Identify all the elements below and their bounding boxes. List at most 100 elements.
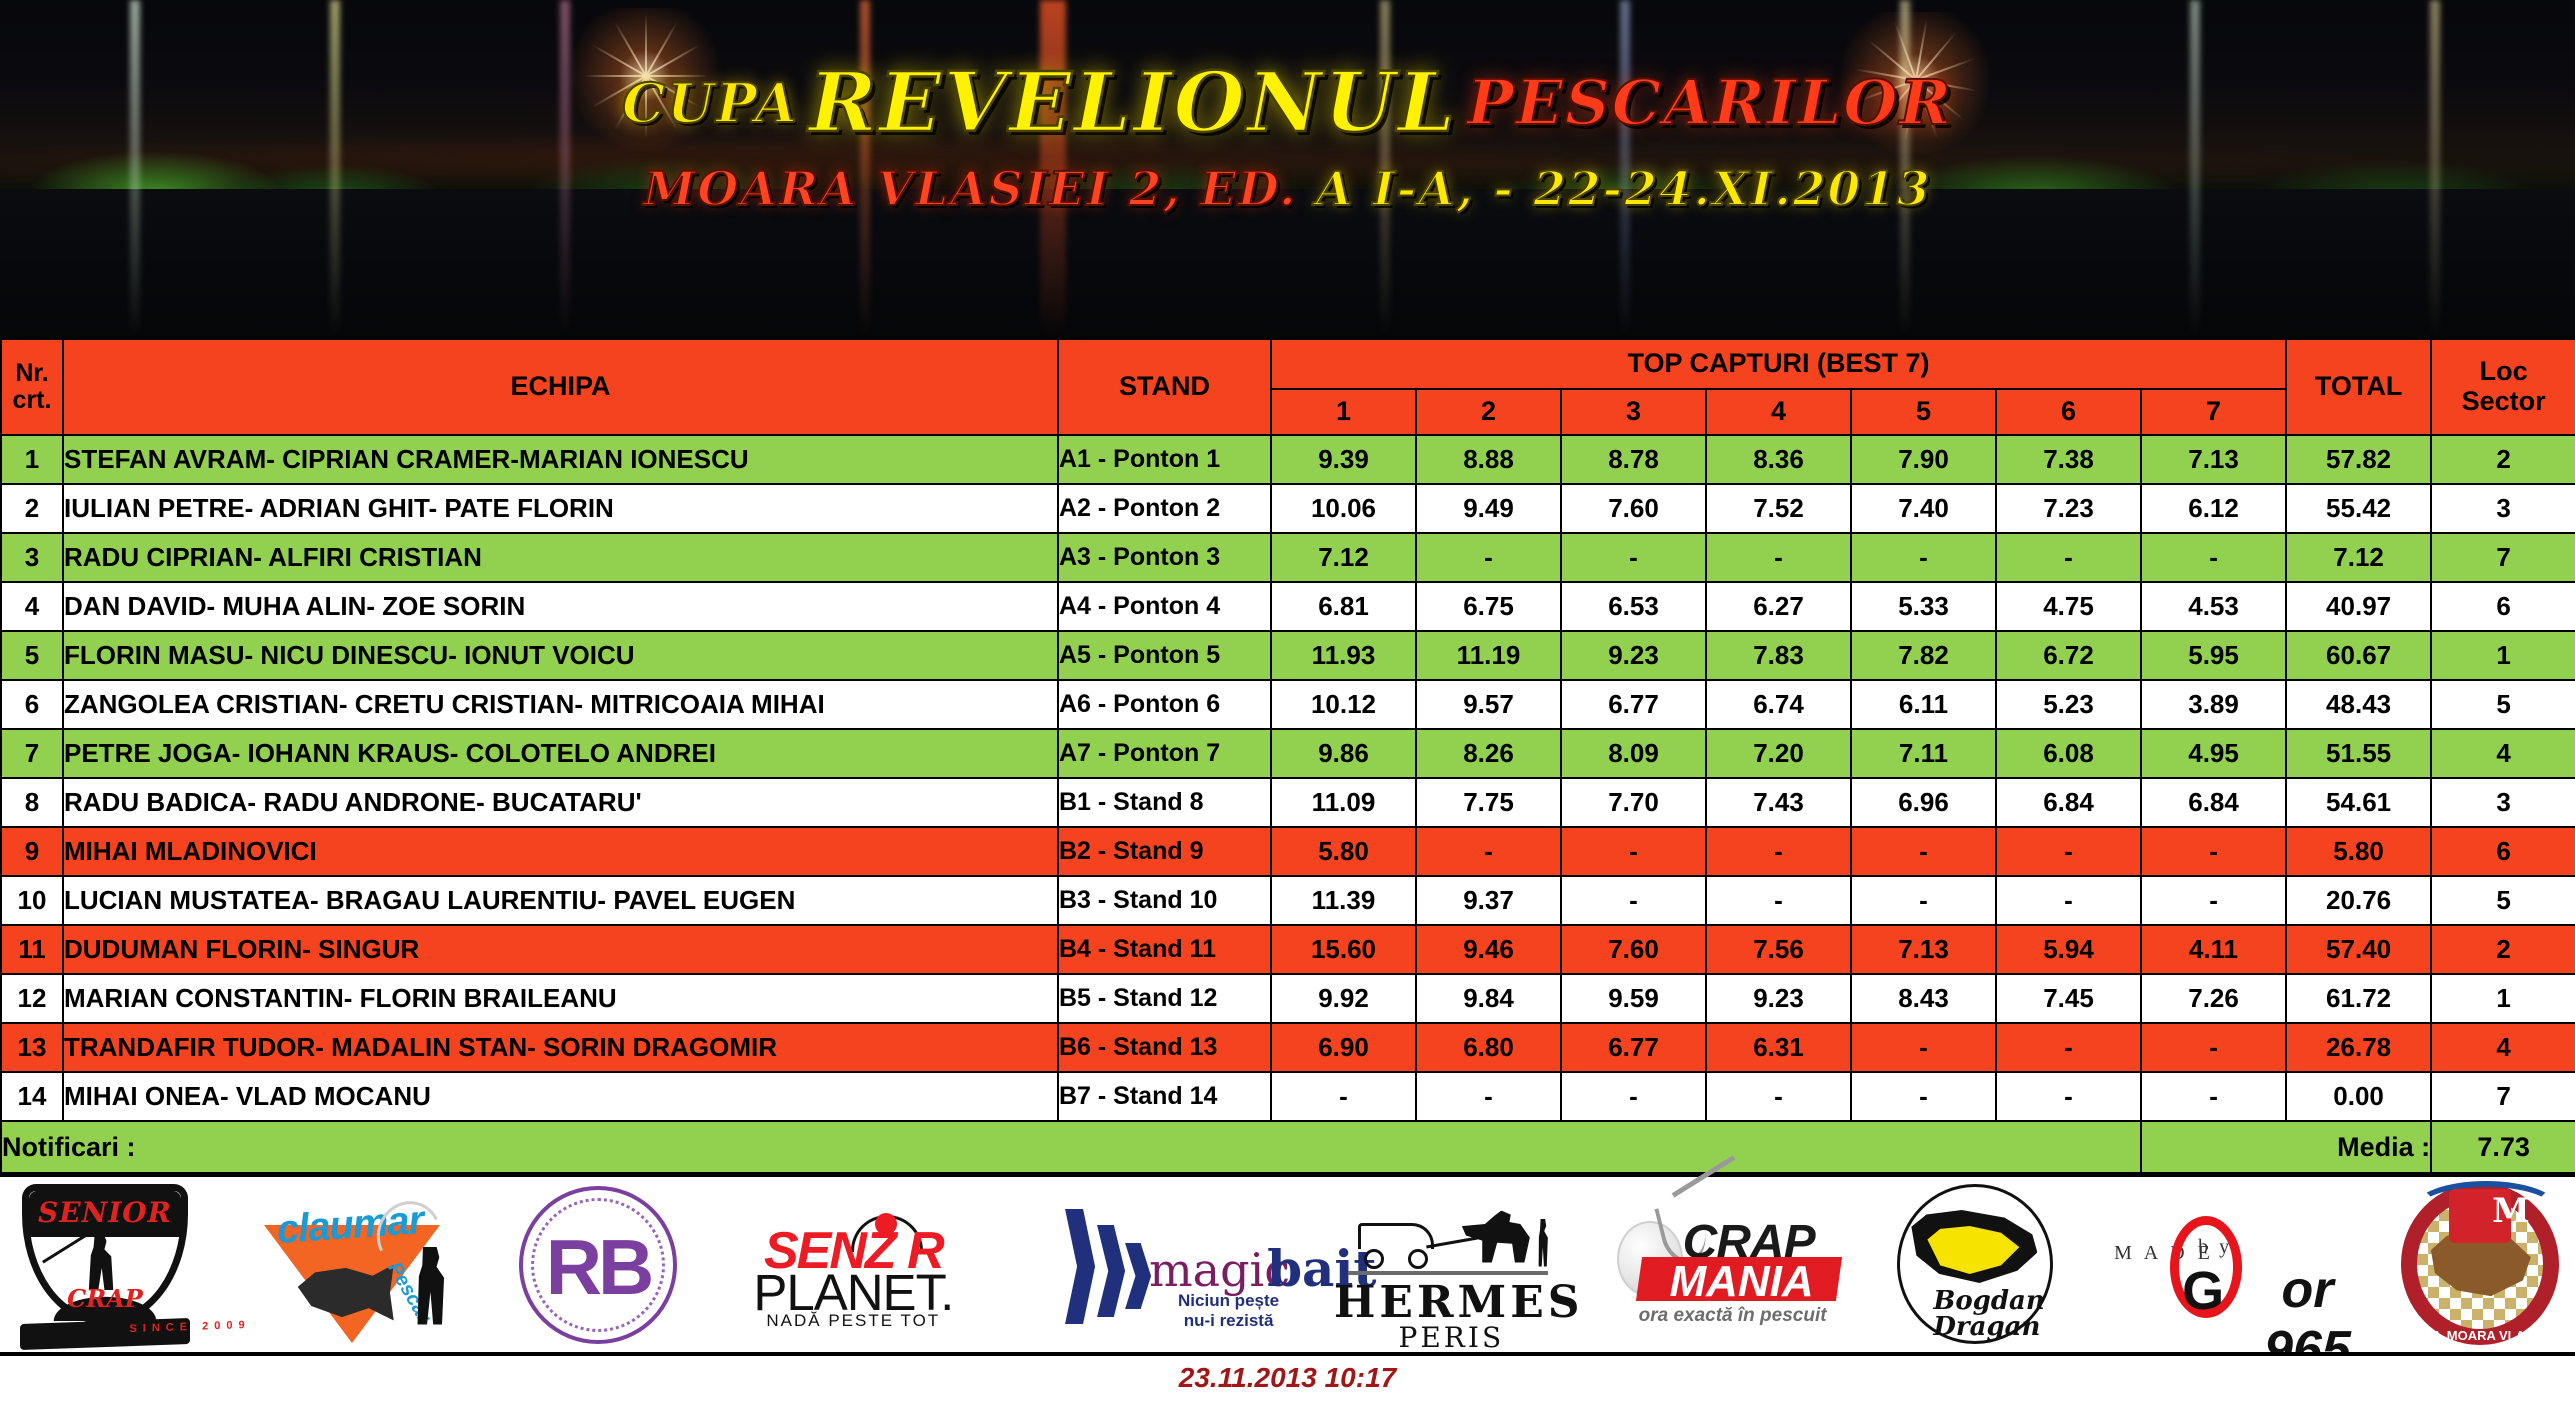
row-catch-1: 11.39 — [1270, 875, 1417, 926]
row-catch-6: 4.75 — [1995, 581, 2142, 632]
row-catch-7: 6.84 — [2139, 777, 2288, 828]
notifications-row: Notificari : Media : 7.73 kg/buc — [0, 1120, 2575, 1174]
table-row: 5 FLORIN MASU- NICU DINESCU- IONUT VOICU A… — [0, 630, 2575, 681]
row-catch-5: - — [1850, 532, 1997, 583]
row-catch-7: 4.95 — [2139, 728, 2288, 779]
row-catch-4: 9.23 — [1705, 973, 1852, 1024]
sponsor-logo-bogdan-dragan[interactable]: Bogdan Dragan — [1889, 1182, 2064, 1347]
banner-title-block: Cupa Revelionul Pescarilor Moara Vlasiei 2… — [0, 0, 2575, 338]
table-row: 12 MARIAN CONSTANTIN- FLORIN BRAILEANU B5 … — [0, 973, 2575, 1024]
row-team: MIHAI ONEA- VLAD MOCANU — [62, 1071, 1059, 1122]
carriage-body-icon — [1357, 1222, 1434, 1249]
row-catch-3: 6.53 — [1560, 581, 1707, 632]
wheel-icon — [1363, 1248, 1384, 1269]
row-loc: 2 — [2430, 434, 2575, 485]
row-stand: B4 - Stand 11 — [1057, 924, 1272, 975]
mv-monogram: M — [2492, 1190, 2530, 1231]
row-catch-7: 4.53 — [2139, 581, 2288, 632]
sponsor-logo-gor-965[interactable]: M A D E b y G or 965 — [2112, 1190, 2351, 1379]
col-header-catch-6: 6 — [1995, 388, 2142, 436]
row-catch-3: - — [1560, 1071, 1707, 1122]
bogdan-dragan-line2: Dragan — [1933, 1312, 2041, 1342]
row-catch-7: - — [2139, 532, 2288, 583]
row-catch-2: - — [1415, 826, 1562, 877]
crap-mania-tagline: ora exactă în pescuit — [1638, 1304, 1827, 1326]
col-header-catch-1: 1 — [1270, 388, 1417, 436]
table-foot: Notificari : Media : 7.73 kg/buc — [0, 1120, 2575, 1174]
shield-banner — [29, 1191, 181, 1237]
sponsor-logo-rb[interactable]: RB — [511, 1182, 686, 1347]
title-main: Revelionul — [808, 55, 1458, 151]
magic-bait-line2: bait — [1267, 1239, 1377, 1298]
firework-rays — [530, 8, 760, 158]
sponsor-strip: SENIOR CRAP SINCE 2009 claumar Pescar RB… — [0, 1154, 2575, 1379]
sponsor-logo-claumar[interactable]: claumar Pescar — [248, 1185, 463, 1345]
sponsor-logo-hermes-peris[interactable]: HERMES PERIS — [1334, 1185, 1580, 1354]
firework-right — [1800, 12, 2030, 162]
row-catch-6: - — [1995, 1022, 2142, 1073]
row-loc: 6 — [2430, 581, 2575, 632]
table-head: Nr. crt. ECHIPA STAND TOP CAPTURI (BEST … — [0, 338, 2575, 436]
row-loc: 1 — [2430, 630, 2575, 681]
light-reflection — [2430, 0, 2440, 338]
sponsor-logo-senior-crap[interactable]: SENIOR CRAP SINCE 2009 — [10, 1182, 251, 1350]
row-catch-2: 9.49 — [1415, 483, 1562, 534]
row-catch-4: 7.43 — [1705, 777, 1852, 828]
row-catch-2: - — [1415, 532, 1562, 583]
row-catch-5: 6.11 — [1850, 679, 1997, 730]
row-total: 61.72 — [2285, 973, 2433, 1024]
row-team: FLORIN MASU- NICU DINESCU- IONUT VOICU — [62, 630, 1059, 681]
row-catch-1: 11.93 — [1270, 630, 1417, 681]
row-nr: 9 — [0, 826, 64, 877]
sponsor-logo-lacul-moara-vlasiei[interactable]: M LACUL MOARA VLASIEI 2 — [2395, 1180, 2565, 1349]
senior-crap-line1: SENIOR — [38, 1196, 172, 1229]
horse-icon — [1461, 1210, 1530, 1263]
wheel-icon — [1407, 1248, 1428, 1269]
sponsor-logo-crap-mania[interactable]: CRAP MANIA ora exactă în pescuit — [1616, 1154, 1842, 1345]
row-total: 54.61 — [2285, 777, 2433, 828]
row-nr: 11 — [0, 924, 64, 975]
table-row: 2 IULIAN PETRE- ADRIAN GHIT- PATE FLORIN A… — [0, 483, 2575, 534]
col-header-stand: STAND — [1057, 338, 1272, 436]
row-team: RADU CIPRIAN- ALFIRI CRISTIAN — [62, 532, 1059, 583]
sponsor-logo-magic-bait[interactable]: magic bait Niciun pește nu-i rezistă — [1021, 1187, 1377, 1342]
chevron-icon — [1097, 1225, 1126, 1317]
row-nr: 1 — [0, 434, 64, 485]
row-team: LUCIAN MUSTATEA- BRAGAU LAURENTIU- PAVEL… — [62, 875, 1059, 926]
table-row: 14 MIHAI ONEA- VLAD MOCANU B7 - Stand 14- -… — [0, 1071, 2575, 1122]
row-catch-6: 7.38 — [1995, 434, 2142, 485]
gor-letter: G — [2182, 1260, 2224, 1321]
table-row: 13 TRANDAFIR TUDOR- MADALIN STAN- SORIN D… — [0, 1022, 2575, 1073]
rb-monogram: RB — [545, 1223, 655, 1311]
row-total: 51.55 — [2285, 728, 2433, 779]
row-catch-3: 7.70 — [1560, 777, 1707, 828]
table-row: 8 RADU BADICA- RADU ANDRONE- BUCATARU' B1 … — [0, 777, 2575, 828]
senzor-line1: SENZ R — [763, 1222, 945, 1280]
row-catch-1: 6.81 — [1270, 581, 1417, 632]
row-catch-2: - — [1415, 1071, 1562, 1122]
row-team: MARIAN CONSTANTIN- FLORIN BRAILEANU — [62, 973, 1059, 1024]
sponsor-logo-senzor-planet[interactable]: SENZ R PLANET. NADĂ PESTE TOT — [733, 1187, 973, 1342]
row-catch-3: 9.23 — [1560, 630, 1707, 681]
row-catch-5: 7.40 — [1850, 483, 1997, 534]
row-team: ZANGOLEA CRISTIAN- CRETU CRISTIAN- MITRI… — [62, 679, 1059, 730]
row-loc: 6 — [2430, 826, 2575, 877]
header-row-2: 1 2 3 4 5 6 7 — [1, 388, 2575, 436]
row-catch-4: 6.27 — [1705, 581, 1852, 632]
row-stand: A2 - Ponton 2 — [1057, 483, 1272, 534]
row-catch-5: - — [1850, 1071, 1997, 1122]
table-row: 1 STEFAN AVRAM- CIPRIAN CRAMER-MARIAN ION… — [0, 434, 2575, 485]
row-catch-7: - — [2139, 1022, 2288, 1073]
row-team: DUDUMAN FLORIN- SINGUR — [62, 924, 1059, 975]
title-suffix: Pescarilor — [1466, 66, 1953, 139]
red-banner: MANIA — [1635, 1256, 1842, 1306]
row-catch-5: 7.82 — [1850, 630, 1997, 681]
row-catch-3: 7.60 — [1560, 924, 1707, 975]
row-catch-7: - — [2139, 826, 2288, 877]
row-team: PETRE JOGA- IOHANN KRAUS- COLOTELO ANDRE… — [62, 728, 1059, 779]
row-total: 48.43 — [2285, 679, 2433, 730]
row-loc: 5 — [2430, 679, 2575, 730]
row-total: 26.78 — [2285, 1022, 2433, 1073]
subtitle-edition: a I-a, — [1315, 161, 1476, 218]
